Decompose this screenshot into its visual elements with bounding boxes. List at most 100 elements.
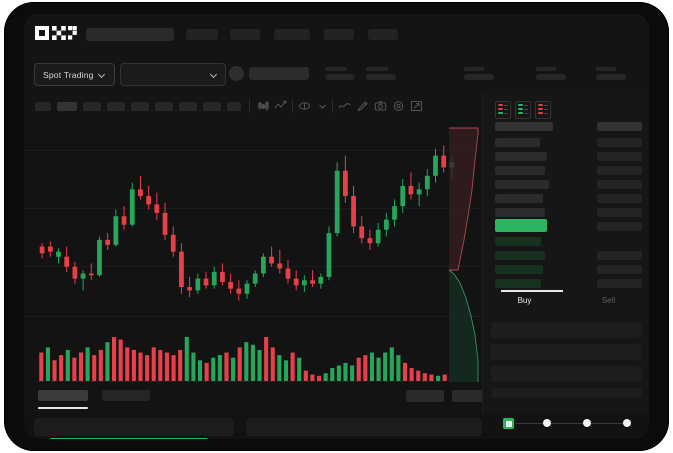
orderbook-row-right[interactable]	[597, 152, 642, 161]
chart-gridline	[24, 208, 482, 209]
nav-item-1[interactable]	[186, 29, 218, 40]
orderbook-row[interactable]	[495, 180, 549, 189]
stat-extra-label	[596, 67, 616, 71]
nav-item-5[interactable]	[368, 29, 398, 40]
avatar[interactable]	[229, 66, 244, 81]
orderbook-row-right[interactable]	[597, 251, 642, 260]
orderbook-row[interactable]	[495, 279, 541, 288]
chevron-down-icon	[99, 71, 106, 78]
order-amount-field[interactable]	[491, 344, 642, 360]
orderbook-row[interactable]	[495, 208, 545, 217]
stat-24h-change-value	[366, 74, 396, 80]
timeframe-4h[interactable]	[155, 102, 173, 111]
chart-gridline	[24, 266, 482, 267]
orderbook-row[interactable]	[495, 138, 540, 147]
orderbook-row[interactable]	[495, 194, 543, 203]
fullscreen-icon[interactable]	[410, 99, 423, 113]
chart-footer-tabs	[24, 385, 490, 413]
orderbook-row-right[interactable]	[597, 180, 642, 189]
nav-item-4[interactable]	[324, 29, 354, 40]
compare-icon[interactable]	[298, 99, 311, 113]
timeframe-1h[interactable]	[131, 102, 149, 111]
market-depth-overlay	[444, 120, 482, 385]
bottom-panel-right[interactable]	[246, 418, 482, 436]
price-chart-panel[interactable]	[24, 120, 482, 385]
orderbook-row-right[interactable]	[597, 208, 642, 217]
nav-item-3[interactable]	[274, 29, 310, 40]
orderbook-row[interactable]	[495, 265, 543, 274]
stat-extra-value	[596, 74, 626, 80]
chevron-down-icon	[211, 71, 218, 78]
step-3[interactable]	[583, 419, 591, 427]
trading-pair-dropdown[interactable]	[120, 63, 226, 86]
toolbar-divider-2	[292, 99, 293, 113]
stepper-connector-line	[502, 423, 628, 424]
okx-logo-icon[interactable]	[35, 26, 77, 40]
tab-sell[interactable]: Sell	[601, 296, 616, 305]
orderbook-row[interactable]	[495, 152, 547, 161]
tab-order-history[interactable]	[102, 390, 150, 401]
timeframe-1d[interactable]	[179, 102, 197, 111]
orderbook-mode-asks-icon[interactable]	[535, 101, 551, 119]
orderbook-row[interactable]	[495, 251, 545, 260]
market-subheader: Spot Trading	[24, 54, 649, 94]
order-price-field[interactable]	[491, 322, 642, 338]
candlestick-series	[39, 145, 455, 301]
timeframe-5m[interactable]	[57, 102, 77, 111]
orderbook-row-right[interactable]	[597, 222, 642, 231]
orderbook-row-right[interactable]	[597, 138, 642, 147]
orderbook-row[interactable]	[495, 237, 541, 246]
order-total-field[interactable]	[491, 366, 642, 382]
indicator-icon[interactable]	[274, 99, 287, 113]
onboarding-stepper	[490, 413, 649, 435]
pair-name-placeholder	[249, 67, 309, 80]
chart-gridline	[24, 150, 482, 151]
candlestick-type-icon[interactable]	[257, 99, 270, 113]
market-type-dropdown[interactable]: Spot Trading	[34, 63, 115, 86]
orderbook-row[interactable]	[495, 166, 545, 175]
line-chart-icon[interactable]	[338, 99, 351, 113]
orderbook-mode-bids-icon[interactable]	[515, 101, 531, 119]
order-form-tabs: Buy Sell	[483, 290, 649, 316]
drawing-pencil-icon[interactable]	[356, 99, 369, 113]
tablet-device-frame: Spot Trading	[4, 2, 669, 451]
dropdown-icon[interactable]	[316, 99, 329, 113]
buy-tab-underline	[501, 290, 563, 292]
bottom-panel-strip	[24, 413, 482, 439]
timeframe-1w[interactable]	[203, 102, 221, 111]
timeframe-1m[interactable]	[35, 102, 51, 111]
orderbook-row-right[interactable]	[597, 265, 642, 274]
timeframe-15m[interactable]	[83, 102, 101, 111]
volume-baseline	[34, 381, 444, 382]
orderbook-mode-both-icon[interactable]	[495, 101, 511, 119]
timeframe-1M[interactable]	[227, 102, 241, 111]
primary-cta-button[interactable]	[49, 438, 209, 439]
toolbar-divider-1	[249, 99, 250, 113]
stat-last-price-value	[325, 74, 355, 80]
stat-24h-high-value	[464, 74, 494, 80]
bottom-panel-left[interactable]	[34, 418, 234, 436]
settings-gear-icon[interactable]	[392, 99, 405, 113]
footer-button-2[interactable]	[452, 390, 490, 402]
orderbook-header-right	[597, 122, 642, 131]
footer-button-1[interactable]	[406, 390, 444, 402]
step-2[interactable]	[543, 419, 551, 427]
orderbook-and-order-form-panel: Buy Sell	[482, 94, 649, 413]
orderbook-header-left	[495, 122, 553, 131]
order-amount-slider[interactable]	[491, 388, 642, 398]
stat-24h-volume-label	[536, 67, 556, 71]
tab-buy[interactable]: Buy	[517, 296, 532, 305]
step-1[interactable]	[503, 418, 514, 429]
top-navigation-bar	[24, 14, 649, 54]
orderbook-row-selected[interactable]	[495, 219, 547, 232]
nav-search-field[interactable]	[86, 28, 174, 41]
step-4[interactable]	[623, 419, 631, 427]
timeframe-30m[interactable]	[107, 102, 125, 111]
orderbook-row-right[interactable]	[597, 166, 642, 175]
orderbook-row-right[interactable]	[597, 194, 642, 203]
nav-item-2[interactable]	[230, 29, 260, 40]
camera-icon[interactable]	[374, 99, 387, 113]
orderbook-row-right[interactable]	[597, 279, 642, 288]
tab-open-orders[interactable]	[38, 390, 88, 401]
